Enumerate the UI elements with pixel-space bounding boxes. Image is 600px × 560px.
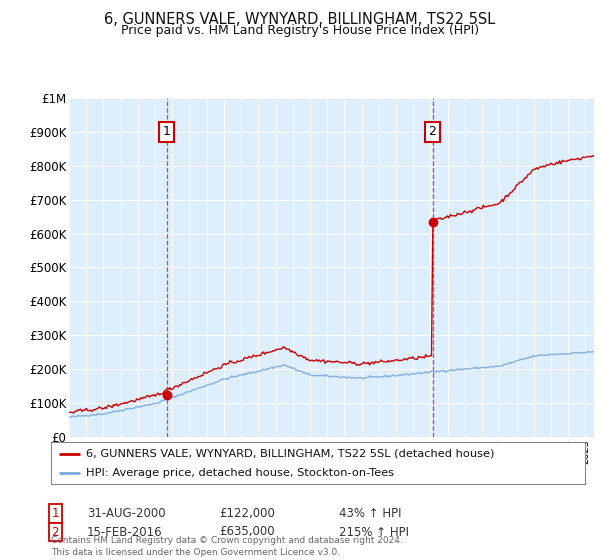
Text: £122,000: £122,000 [219, 507, 275, 520]
Text: 2: 2 [52, 525, 59, 539]
Text: 6, GUNNERS VALE, WYNYARD, BILLINGHAM, TS22 5SL (detached house): 6, GUNNERS VALE, WYNYARD, BILLINGHAM, TS… [86, 449, 494, 459]
Text: 1: 1 [52, 507, 59, 520]
Text: Contains HM Land Registry data © Crown copyright and database right 2024.
This d: Contains HM Land Registry data © Crown c… [51, 536, 403, 557]
Text: 43% ↑ HPI: 43% ↑ HPI [339, 507, 401, 520]
Text: HPI: Average price, detached house, Stockton-on-Tees: HPI: Average price, detached house, Stoc… [86, 468, 394, 478]
Text: £635,000: £635,000 [219, 525, 275, 539]
Text: 6, GUNNERS VALE, WYNYARD, BILLINGHAM, TS22 5SL: 6, GUNNERS VALE, WYNYARD, BILLINGHAM, TS… [104, 12, 496, 27]
Text: Price paid vs. HM Land Registry's House Price Index (HPI): Price paid vs. HM Land Registry's House … [121, 24, 479, 36]
Text: 31-AUG-2000: 31-AUG-2000 [87, 507, 166, 520]
Text: 1: 1 [163, 125, 170, 138]
Text: 215% ↑ HPI: 215% ↑ HPI [339, 525, 409, 539]
Text: 2: 2 [428, 125, 436, 138]
Text: 15-FEB-2016: 15-FEB-2016 [87, 525, 163, 539]
